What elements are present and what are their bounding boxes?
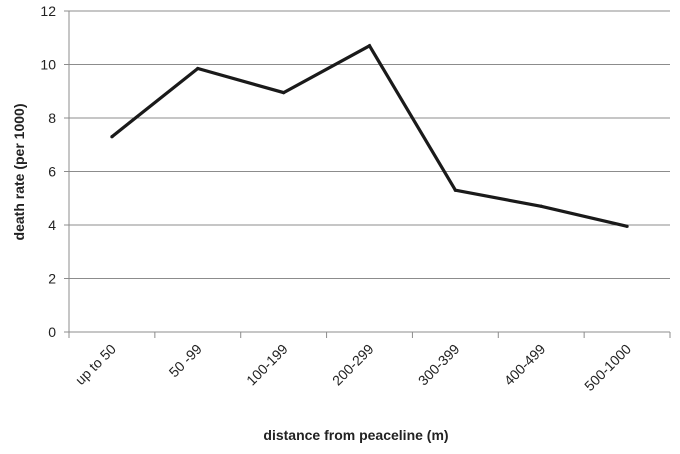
x-tick-label: 300-399 (415, 341, 463, 389)
y-tick-label: 12 (40, 3, 56, 19)
axes (64, 10, 671, 338)
data-point (196, 66, 200, 71)
y-tick-label: 2 (48, 271, 56, 287)
x-tick-labels: up to 50 50 -99 100-199 200-299 300-399 400-4… (72, 341, 634, 394)
x-tick-label: 400-499 (501, 341, 549, 389)
x-tick-label: up to 50 (72, 341, 119, 388)
x-tick-label: 100-199 (243, 341, 291, 389)
x-axis-title: distance from peaceline (m) (263, 427, 448, 443)
x-tick-label: 50 -99 (166, 341, 206, 381)
grid-lines (69, 10, 670, 279)
series-line (110, 43, 628, 228)
series-layer (110, 43, 629, 228)
data-point (367, 44, 372, 48)
y-tick-label: 0 (48, 324, 56, 340)
data-point (110, 135, 114, 139)
y-tick-label: 4 (48, 217, 56, 233)
y-tick-label: 6 (48, 164, 56, 180)
y-tick-label: 8 (48, 110, 56, 126)
y-tick-labels: 0 2 4 6 8 10 12 (40, 3, 56, 340)
y-axis-title: death rate (per 1000) (11, 104, 27, 241)
data-point (539, 204, 543, 208)
x-tick-label: 200-299 (329, 341, 377, 389)
x-tick-label: 500-1000 (581, 341, 634, 394)
data-point (282, 90, 286, 95)
data-point (625, 224, 629, 228)
y-tick-label: 10 (40, 57, 56, 73)
data-point (453, 188, 457, 192)
